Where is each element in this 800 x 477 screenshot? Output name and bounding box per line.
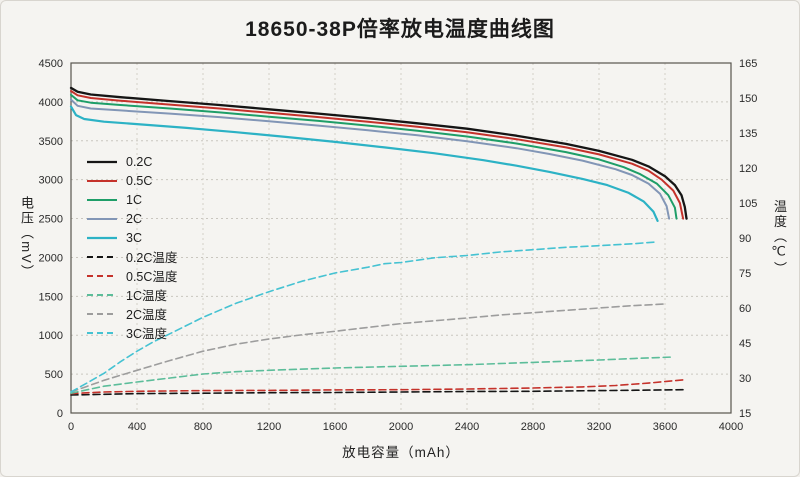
- x-tick: 800: [194, 421, 212, 433]
- series-line-3C: [69, 105, 659, 222]
- y-tick-left: 1500: [39, 291, 63, 303]
- x-tick: 400: [128, 421, 146, 433]
- legend-label: 3C温度: [126, 327, 167, 341]
- x-tick: 4000: [719, 421, 743, 433]
- legend-line-sample: [87, 293, 117, 296]
- legend-label: 0.2C温度: [126, 251, 178, 265]
- y-tick-left: 2500: [39, 214, 63, 226]
- x-axis-label: 放电容量（mAh）: [342, 445, 460, 460]
- series-line-1C: [70, 93, 678, 220]
- legend-item: 0.2C温度: [87, 248, 177, 265]
- y-tick-left: 4500: [39, 58, 63, 70]
- x-tick: 3200: [587, 421, 611, 433]
- series-line-2C: [70, 98, 671, 220]
- x-tick: 2400: [455, 421, 479, 433]
- series-line-0.2C温度: [70, 388, 686, 396]
- x-tick: 2800: [521, 421, 545, 433]
- series-line-0.5C温度: [70, 379, 684, 395]
- legend-item: 3C温度: [87, 324, 177, 341]
- y-tick-left: 2000: [39, 252, 63, 264]
- legend-line-sample: [87, 198, 117, 201]
- legend-label: 0.5C: [126, 173, 153, 188]
- series-line-0.2C: [69, 86, 688, 220]
- legend-item: 1C: [87, 191, 177, 208]
- legend-label: 2C温度: [126, 308, 167, 322]
- y-tick-right: 135: [739, 128, 757, 140]
- x-tick: 1200: [257, 421, 281, 433]
- y-axis-label-right: 温度（℃）: [772, 199, 787, 277]
- y-tick-left: 4000: [39, 97, 63, 109]
- legend-item: 2C温度: [87, 305, 177, 322]
- x-tick: 3600: [653, 421, 677, 433]
- legend-item: 0.2C: [87, 153, 177, 170]
- y-tick-right: 150: [739, 93, 757, 105]
- legend-label: 3C: [126, 230, 142, 245]
- y-axis-label-left: 电压（mV）: [19, 196, 34, 280]
- y-tick-right: 15: [739, 408, 751, 420]
- y-tick-right: 120: [739, 163, 757, 175]
- x-tick: 0: [68, 421, 74, 433]
- legend-line-sample: [87, 274, 117, 277]
- y-tick-left: 3500: [39, 136, 63, 148]
- series-line-3C温度: [70, 241, 658, 393]
- y-tick-right: 75: [739, 268, 751, 280]
- legend-label: 0.2C: [126, 154, 153, 169]
- legend-line-sample: [87, 312, 117, 315]
- y-tick-left: 1000: [39, 330, 63, 342]
- legend-line-sample: [87, 179, 117, 182]
- y-tick-right: 45: [739, 338, 751, 350]
- legend-line-sample: [87, 160, 117, 163]
- legend-label: 1C温度: [126, 289, 167, 303]
- y-tick-right: 90: [739, 233, 751, 245]
- chart-title: 18650-38P倍率放电温度曲线图: [245, 18, 555, 41]
- plot-frame: [70, 62, 732, 414]
- legend-line-sample: [87, 236, 117, 239]
- series-line-0.5C: [70, 90, 685, 220]
- legend-label: 0.5C温度: [126, 270, 178, 284]
- y-tick-left: 3000: [39, 175, 63, 187]
- legend: 0.2C 0.5C 1C 2C 3C 0.2C温度 0.5C温度 1C温度 2C温度 3C温度: [87, 153, 177, 341]
- y-tick-right: 105: [739, 198, 757, 210]
- y-tick-right: 60: [739, 303, 751, 315]
- y-tick-left: 500: [45, 369, 63, 381]
- legend-item: 0.5C温度: [87, 267, 177, 284]
- y-tick-right: 165: [739, 58, 757, 70]
- legend-item: 1C温度: [87, 286, 177, 303]
- legend-item: 3C: [87, 229, 177, 246]
- legend-item: 0.5C: [87, 172, 177, 189]
- legend-line-sample: [87, 255, 117, 258]
- chart-area: 0 500 1000 1500 2000 2500 3000 3500 4000 4500 15 30…: [1, 49, 800, 469]
- x-tick: 2000: [389, 421, 413, 433]
- y-tick-right: 30: [739, 373, 751, 385]
- chart-svg: 0500100015002000250030003500400045001530…: [39, 58, 758, 433]
- series-line-1C温度: [70, 356, 675, 395]
- legend-label: 2C: [126, 211, 142, 226]
- series-line-2C温度: [70, 303, 666, 393]
- legend-line-sample: [87, 217, 117, 220]
- legend-item: 2C: [87, 210, 177, 227]
- y-tick-left: 0: [57, 408, 63, 420]
- legend-line-sample: [87, 331, 117, 334]
- legend-label: 1C: [126, 192, 142, 207]
- x-tick: 1600: [323, 421, 347, 433]
